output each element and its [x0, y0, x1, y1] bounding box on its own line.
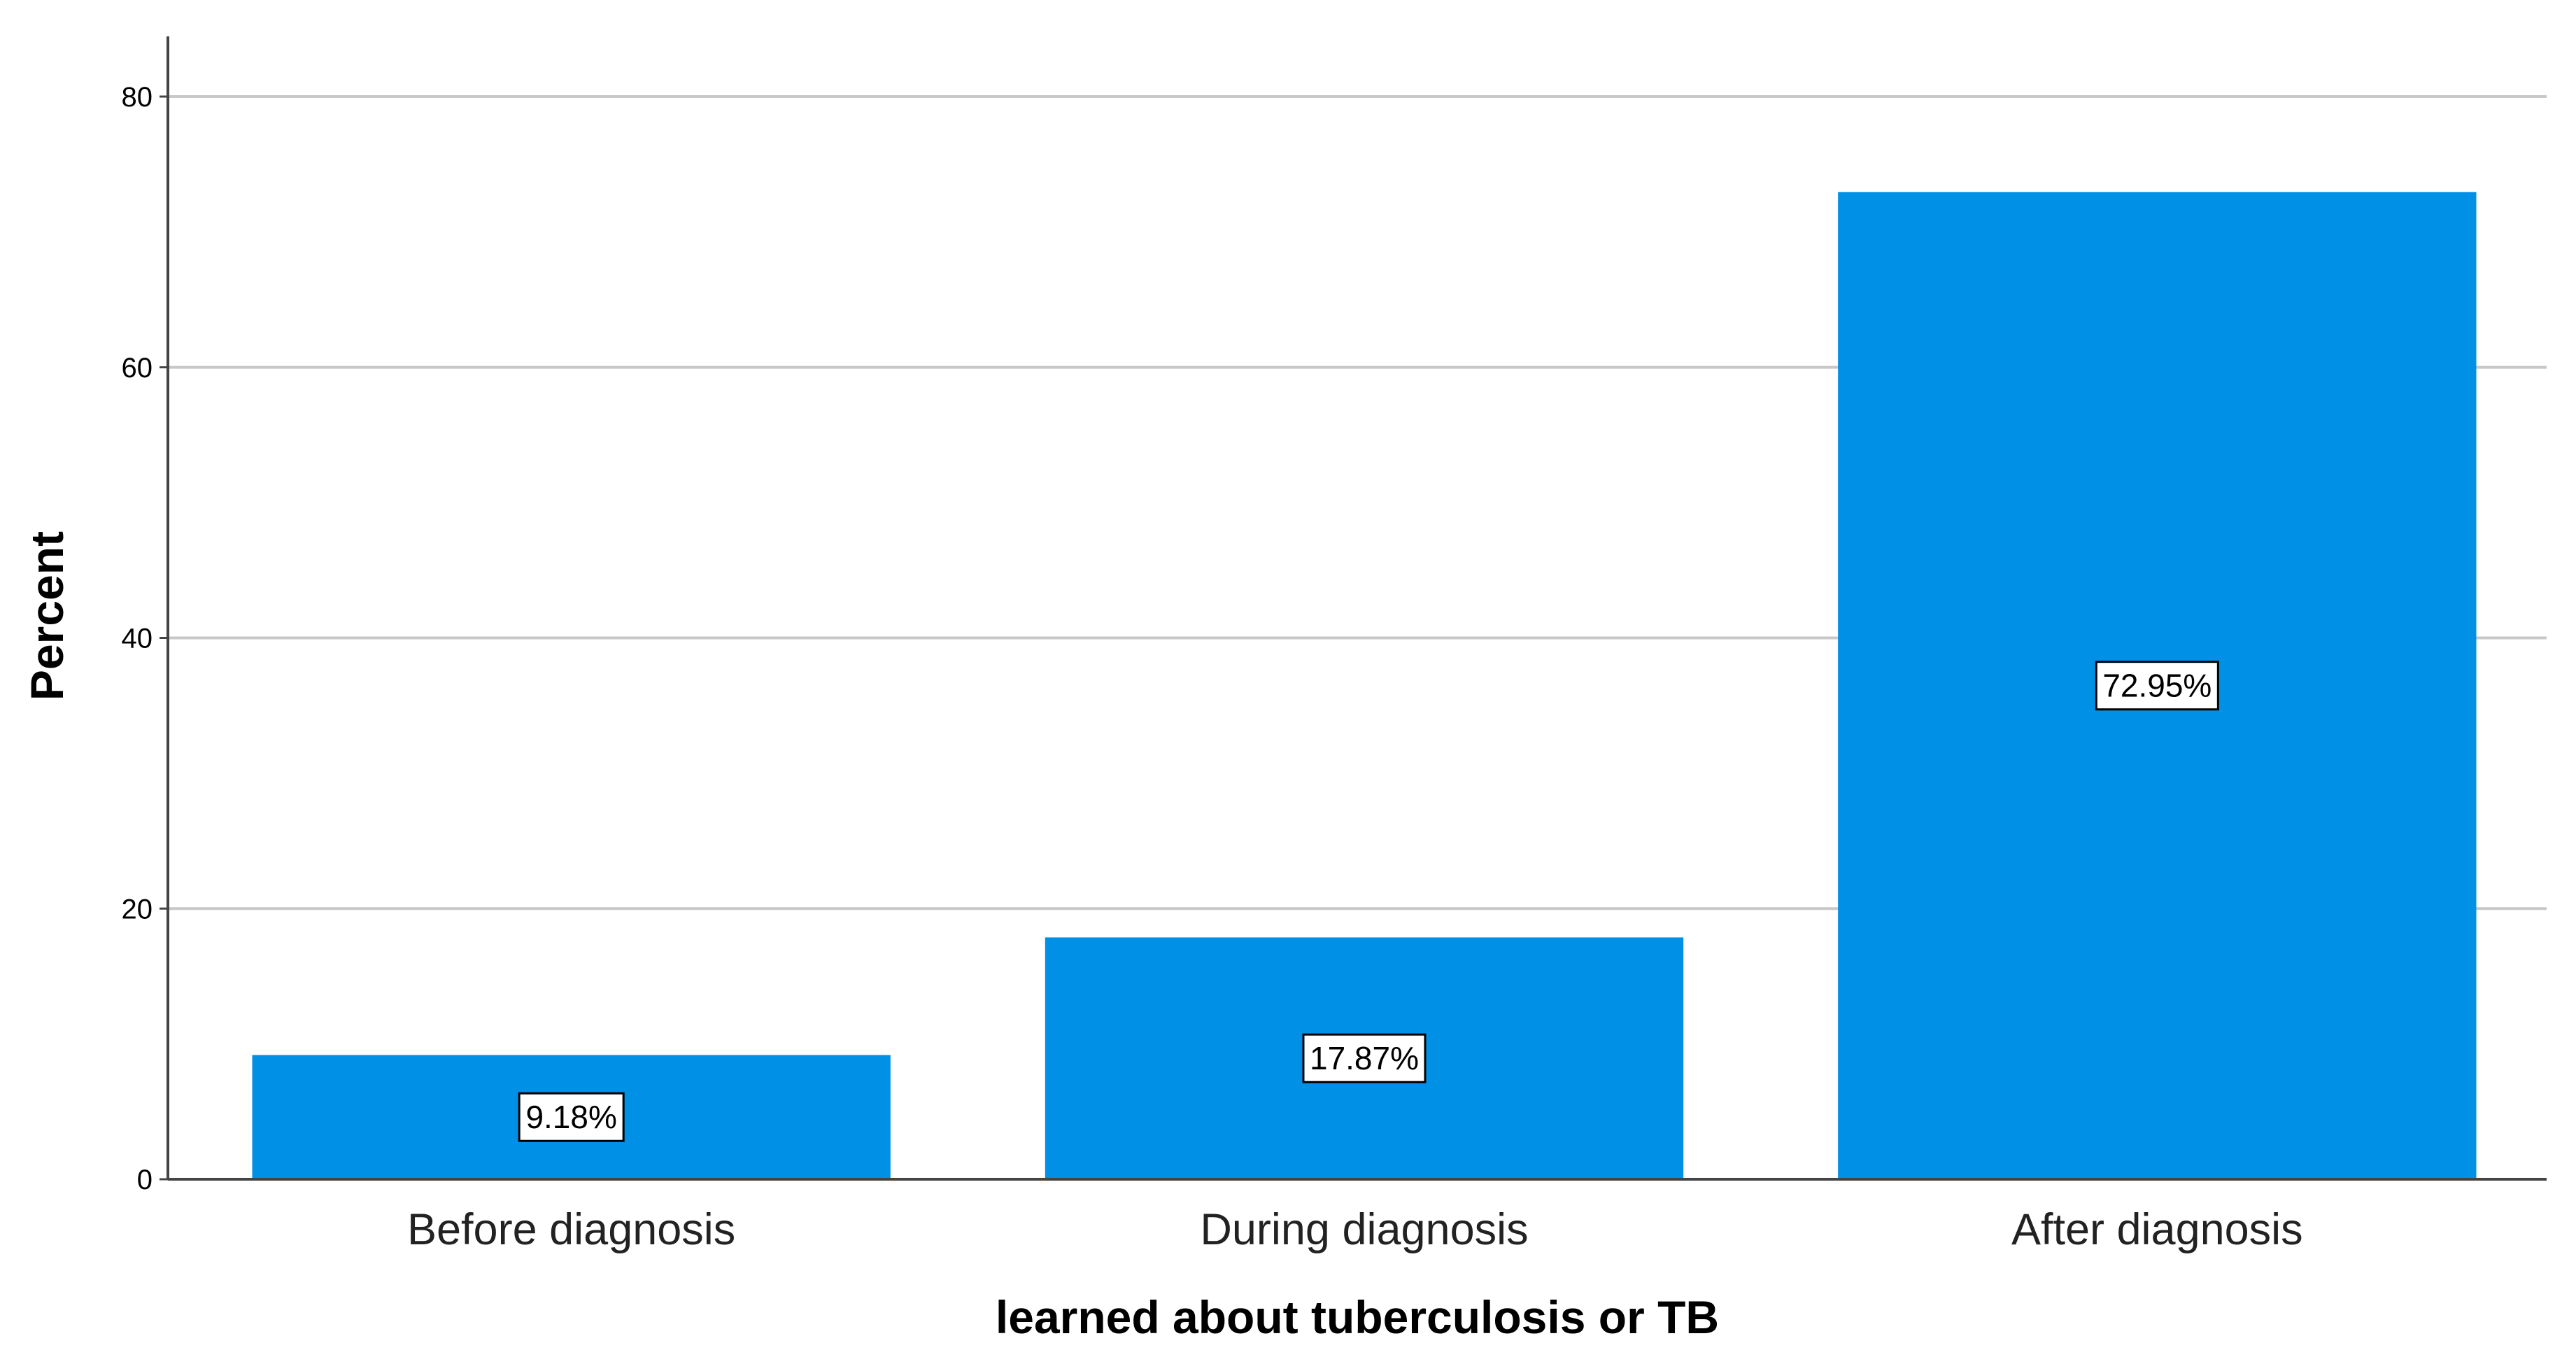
y-tick-label: 0 — [137, 1165, 153, 1195]
y-tick-label: 60 — [122, 353, 153, 384]
axes — [167, 36, 2547, 1181]
data-label: 17.87% — [1310, 1040, 1419, 1076]
y-tick-label: 80 — [122, 82, 153, 113]
data-label-box — [518, 1092, 625, 1142]
y-tick-label: 40 — [122, 624, 153, 654]
data-label: 72.95% — [2102, 668, 2211, 704]
x-axis-title: learned about tuberculosis or TB — [996, 1291, 1719, 1343]
x-tick-labels: Before diagnosis During diagnosis After di… — [407, 1205, 2303, 1254]
x-tick-label: After diagnosis — [2011, 1205, 2303, 1254]
y-tick-labels: 0 20 40 60 80 — [122, 82, 153, 1195]
x-tick-label: During diagnosis — [1200, 1205, 1528, 1254]
data-label-box — [1302, 1033, 1427, 1083]
y-tick-label: 20 — [122, 894, 153, 924]
x-tick-label: Before diagnosis — [407, 1205, 735, 1254]
y-axis-title: Percent — [21, 531, 73, 701]
data-label: 9.18% — [525, 1099, 616, 1135]
data-label-box — [2095, 661, 2219, 711]
data-labels: 9.18% 17.87% 72.95% — [518, 661, 2219, 1142]
